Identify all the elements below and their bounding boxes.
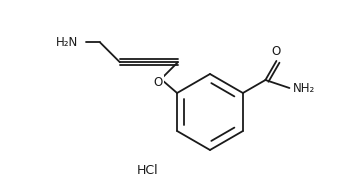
Text: O: O bbox=[272, 45, 281, 58]
Text: O: O bbox=[154, 75, 163, 89]
Text: HCl: HCl bbox=[137, 163, 159, 177]
Text: H₂N: H₂N bbox=[56, 36, 78, 49]
Text: NH₂: NH₂ bbox=[293, 81, 315, 95]
